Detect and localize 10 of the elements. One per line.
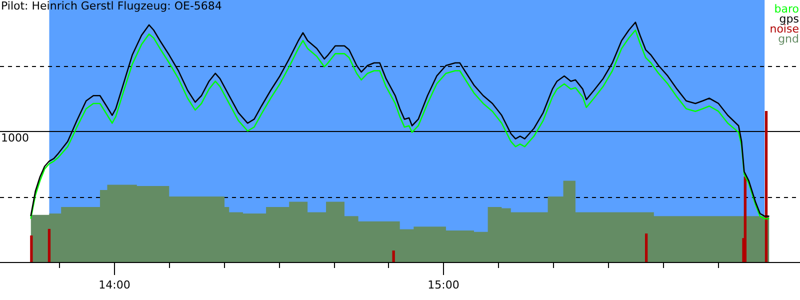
bar: [48, 228, 51, 262]
bar: [744, 176, 747, 262]
x-tick-label: 15:00: [428, 278, 460, 292]
bar: [30, 235, 33, 262]
bar: [392, 250, 395, 262]
bar: [764, 111, 768, 262]
y-tick-label: 1000: [1, 131, 29, 144]
text: gnd: [778, 32, 799, 46]
x-tick-label: 14:00: [98, 278, 130, 292]
bar: [644, 234, 648, 262]
